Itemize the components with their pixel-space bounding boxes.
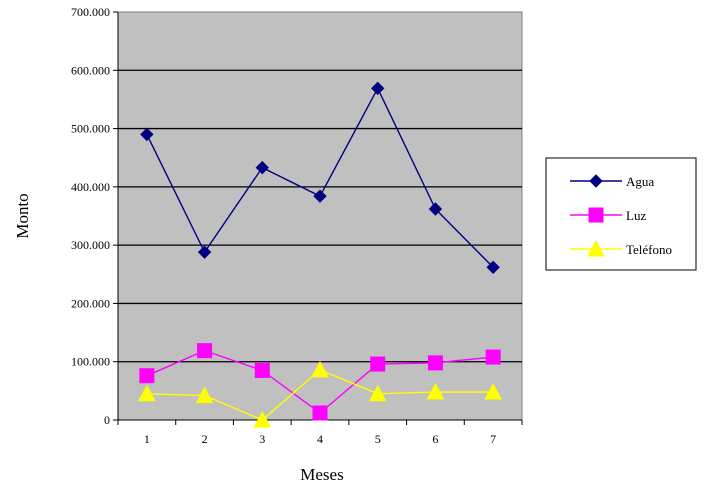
x-tick-label: 2 [202, 432, 208, 446]
data-point [370, 356, 386, 372]
legend-box [545, 157, 697, 271]
legend-marker [588, 207, 604, 223]
series-triangle [138, 360, 502, 428]
data-point [484, 382, 502, 400]
data-point [253, 410, 272, 428]
y-tick-label: 300.000 [71, 238, 110, 252]
legend-label: Luz [626, 208, 646, 223]
x-axis-label: Meses [300, 465, 343, 484]
legend-label: Agua [626, 174, 654, 189]
data-point [311, 360, 329, 378]
grid-lines [118, 69, 522, 363]
series-square [139, 343, 501, 421]
data-point [138, 384, 156, 402]
data-point [426, 382, 445, 400]
axes: 0 100.000 200.000 300.000 400.000 500.000 600.… [71, 5, 523, 446]
data-point [197, 245, 212, 259]
data-point [486, 260, 500, 274]
data-point [428, 202, 443, 216]
data-point [197, 343, 213, 359]
x-tick-label: 3 [259, 432, 265, 446]
data-point [195, 386, 214, 404]
y-tick-label: 100.000 [71, 355, 110, 369]
data-point [140, 127, 154, 142]
x-tick-label: 4 [317, 432, 323, 446]
data-point [485, 349, 501, 365]
y-axis-label: Monto [13, 193, 32, 238]
data-point [255, 160, 269, 175]
data-point [368, 384, 387, 402]
x-tick-label: 6 [432, 432, 438, 446]
data-point [312, 405, 328, 421]
y-tick-label: 400.000 [71, 180, 110, 194]
legend-marker [587, 239, 605, 257]
plot-area [117, 11, 523, 421]
legend-marker [589, 174, 603, 188]
y-tick-label: 0 [104, 413, 110, 427]
data-point [139, 368, 155, 384]
series-layer [138, 81, 502, 428]
y-tick-label: 200.000 [71, 296, 110, 310]
y-tick-label: 700.000 [71, 5, 110, 19]
data-point [313, 189, 327, 203]
data-point [427, 355, 443, 371]
x-tick-label: 5 [375, 432, 381, 446]
x-tick-label: 7 [490, 432, 496, 446]
legend-items: Agua Luz Teléfono [570, 174, 672, 257]
y-tick-label: 500.000 [71, 122, 110, 136]
x-tick-label: 1 [144, 432, 150, 446]
legend-label: Teléfono [626, 242, 672, 257]
data-point [371, 81, 385, 96]
series-diamond [140, 81, 500, 274]
y-tick-label: 600.000 [71, 63, 110, 77]
legend: Agua Luz Teléfono [545, 157, 697, 271]
data-point [254, 362, 270, 378]
